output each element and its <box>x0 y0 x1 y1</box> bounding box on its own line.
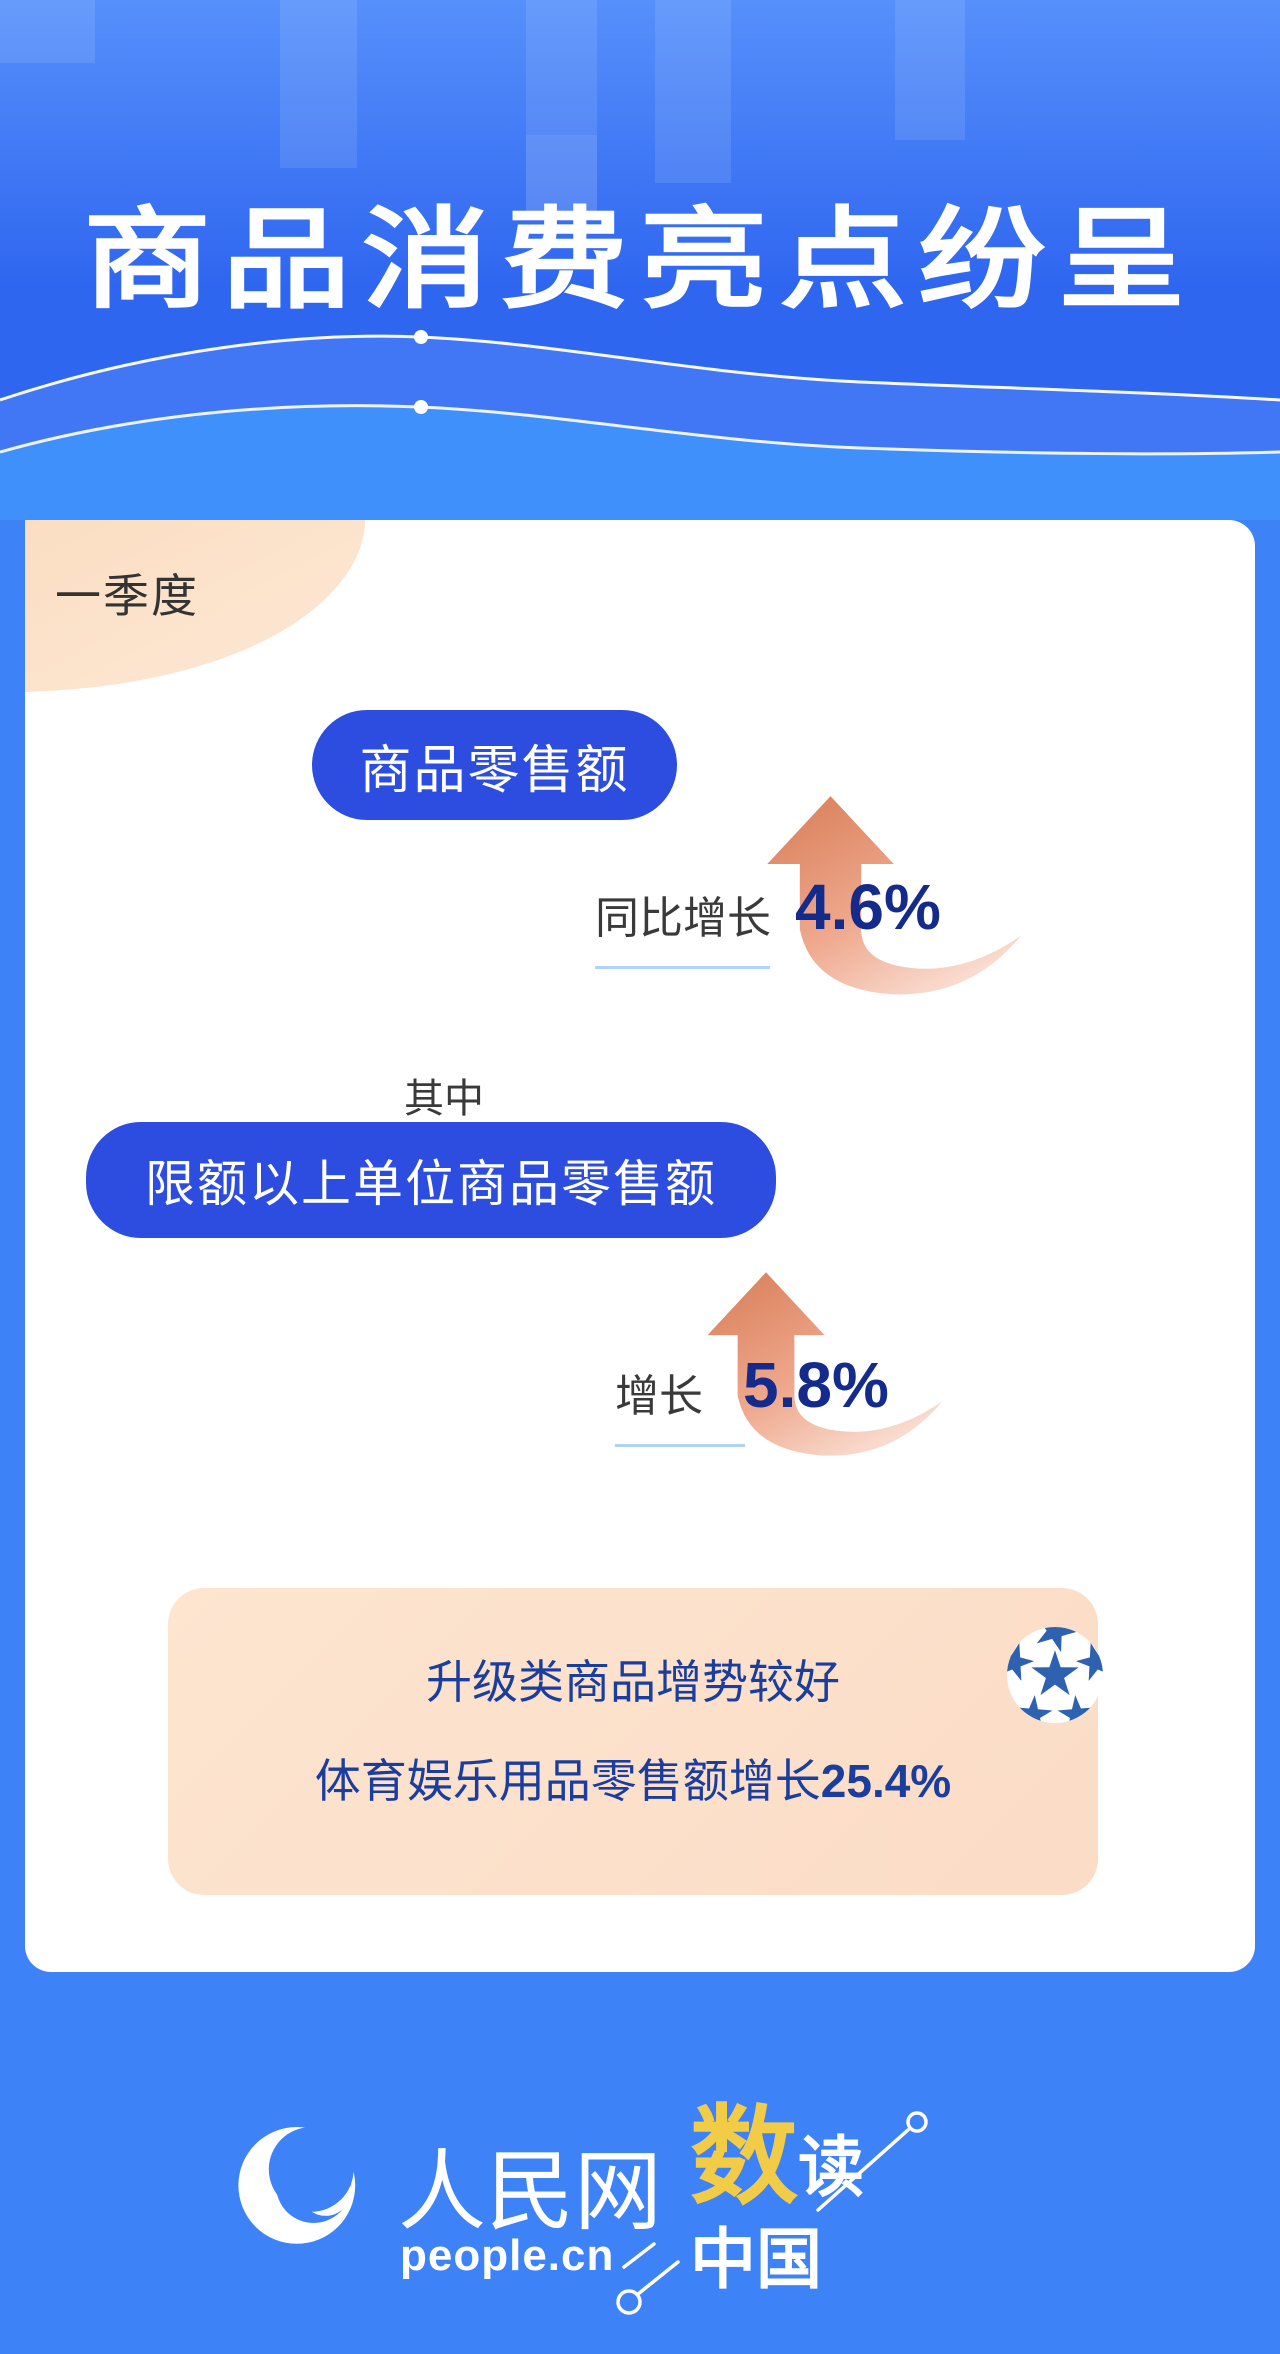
svg-text:中国: 中国 <box>690 2224 822 2297</box>
svg-text:人民网: 人民网 <box>398 2142 662 2241</box>
svg-text:读: 读 <box>798 2132 864 2205</box>
svg-text:数: 数 <box>690 2099 798 2218</box>
svg-text:people.cn: people.cn <box>400 2231 614 2280</box>
